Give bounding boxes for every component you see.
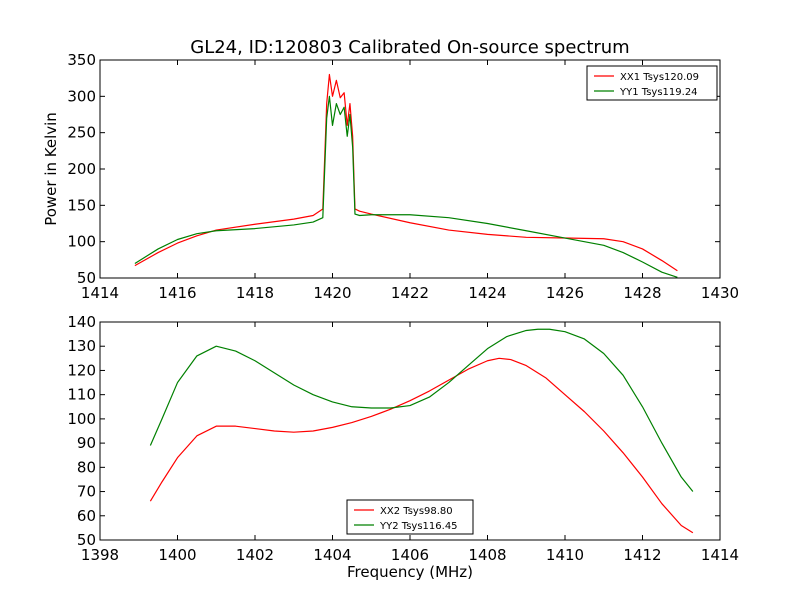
x-tick-label: 1426 [546,284,584,302]
x-tick-label: 1424 [468,284,506,302]
legend-box [586,65,718,101]
y-tick-label: 130 [67,337,96,355]
x-axis-label: Frequency (MHz) [347,563,473,581]
y-tick-label: 110 [67,386,96,404]
legend-label-1: XX1 Tsys120.09 [620,72,699,83]
bottom-panel: 1398 1400 1402 1404 1406 1408 1410 1412 1414 50 60… [67,313,739,581]
x-tick-label: 1416 [158,284,196,302]
legend-label-2: YY1 Tsys119.24 [619,87,698,98]
series-line-2 [134,95,678,278]
legend-label-2: YY2 Tsys116.45 [379,521,458,532]
y-tick-label: 250 [67,124,96,142]
y-tick-label: 150 [67,196,96,214]
y-tick-label: 90 [77,434,96,452]
x-tick-label: 1422 [391,284,429,302]
x-tick-label: 1398 [81,546,119,564]
y-tick-label: 200 [67,160,96,178]
series-line-1 [149,357,694,534]
legend-label-1: XX2 Tsys98.80 [380,506,453,517]
y-tick-label: 100 [67,410,96,428]
x-tick-label: 1414 [701,546,739,564]
y-tick-label: 80 [77,458,96,476]
y-axis-label: Power in Kelvin [42,112,60,226]
legend-box [346,499,474,535]
x-tick-label: 1428 [623,284,661,302]
y-tick-label: 120 [67,361,96,379]
series-line-2 [149,328,694,492]
y-tick-label: 100 [67,233,96,251]
y-tick-label: 300 [67,87,96,105]
figure-title: GL24, ID:120803 Calibrated On-source spe… [190,37,629,58]
y-tick-label: 350 [67,51,96,69]
top-panel: 1414 1416 1418 1420 1422 1424 1426 1428 1430 50 10… [42,51,739,302]
x-tick-label: 1406 [391,546,429,564]
y-tick-label: 140 [67,313,96,331]
x-tick-label: 1418 [236,284,274,302]
x-tick-label: 1412 [623,546,661,564]
y-tick-label: 50 [77,531,96,549]
y-tick-label: 50 [77,269,96,287]
x-tick-label: 1408 [468,546,506,564]
x-tick-label: 1414 [81,284,119,302]
x-tick-label: 1404 [313,546,351,564]
series-line-1 [134,73,678,272]
legend: XX1 Tsys120.09 YY1 Tsys119.24 [586,65,718,101]
y-tick-label: 70 [77,483,96,501]
y-tick-label: 60 [77,507,96,525]
x-tick-label: 1402 [236,546,274,564]
x-tick-label: 1410 [546,546,584,564]
x-tick-label: 1400 [158,546,196,564]
x-tick-label: 1420 [313,284,351,302]
x-tick-label: 1430 [701,284,739,302]
legend: XX2 Tsys98.80 YY2 Tsys116.45 [346,499,474,535]
